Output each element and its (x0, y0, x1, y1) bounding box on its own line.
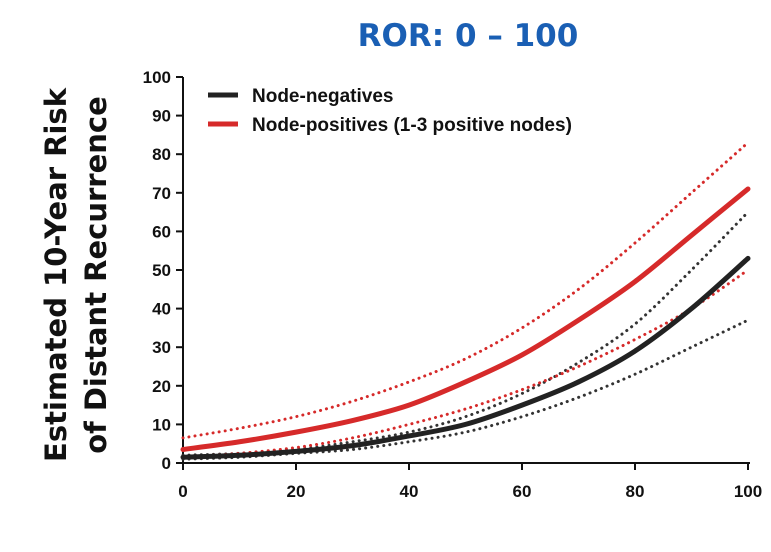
y-tick-label: 80 (152, 145, 171, 164)
x-tick-label: 80 (626, 482, 645, 501)
y-tick-label: 40 (152, 300, 171, 319)
x-tick-label: 20 (287, 482, 306, 501)
y-tick-label: 60 (152, 222, 171, 241)
series-line-node-negatives (180, 255, 751, 460)
y-tick-label: 0 (162, 454, 171, 473)
series-line-node-positives-1-3-positive-nodes (180, 186, 751, 452)
y-tick-label: 10 (152, 415, 171, 434)
y-tick-label: 90 (152, 107, 171, 126)
series-line-confidence-band-4 (181, 141, 750, 440)
y-tick-label: 30 (152, 338, 171, 357)
y-tick-label: 70 (152, 184, 171, 203)
series-line-confidence-band-5 (181, 268, 750, 459)
x-tick-label: 40 (400, 482, 419, 501)
x-tick-label: 60 (513, 482, 532, 501)
legend-label: Node-positives (1-3 positive nodes) (252, 115, 572, 136)
legend-label: Node-negatives (252, 86, 393, 107)
x-tick-label: 100 (734, 482, 762, 501)
x-tick-label: 0 (178, 482, 187, 501)
y-tick-label: 100 (143, 68, 171, 87)
y-tick-label: 20 (152, 377, 171, 396)
series-line-confidence-band-1 (181, 210, 750, 457)
y-tick-label: 50 (152, 261, 171, 280)
chart-title: ROR: 0 – 100 (357, 18, 579, 54)
